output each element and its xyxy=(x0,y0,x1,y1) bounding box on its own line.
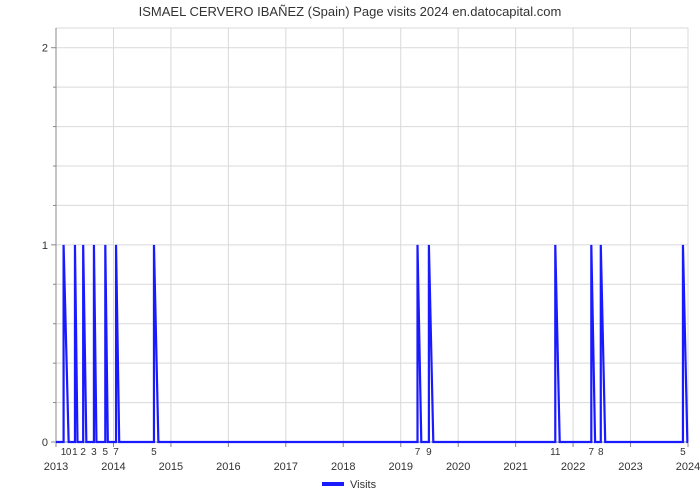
x-point-label: 7 xyxy=(113,447,119,458)
y-tick-label: 0 xyxy=(42,437,48,449)
chart-title: ISMAEL CERVERO IBAÑEZ (Spain) Page visit… xyxy=(139,4,562,19)
x-year-label: 2020 xyxy=(446,461,470,473)
x-point-label: 7 xyxy=(589,447,595,458)
legend-label: Visits xyxy=(350,479,377,491)
legend-swatch xyxy=(322,482,344,486)
y-tick-label: 1 xyxy=(42,240,48,252)
x-point-label: 5 xyxy=(151,447,157,458)
x-year-label: 2013 xyxy=(44,461,68,473)
x-point-label: 5 xyxy=(680,447,686,458)
x-point-label: 7 xyxy=(415,447,421,458)
x-year-label: 2018 xyxy=(331,461,355,473)
x-year-label: 2016 xyxy=(216,461,240,473)
x-point-label: 2 xyxy=(80,447,86,458)
x-year-label: 2022 xyxy=(561,461,585,473)
x-year-label: 2015 xyxy=(159,461,183,473)
x-point-label: 5 xyxy=(103,447,109,458)
x-point-label: 9 xyxy=(426,447,432,458)
x-point-label: 8 xyxy=(598,447,604,458)
visits-chart: ISMAEL CERVERO IBAÑEZ (Spain) Page visit… xyxy=(0,0,700,500)
y-tick-label: 2 xyxy=(42,43,48,55)
x-point-label: 0 xyxy=(66,447,72,458)
x-year-label: 2021 xyxy=(503,461,527,473)
x-point-label: 3 xyxy=(91,447,97,458)
x-year-label: 2019 xyxy=(388,461,412,473)
x-year-label: 2014 xyxy=(101,461,125,473)
x-year-label: 2017 xyxy=(274,461,298,473)
x-point-label: 11 xyxy=(550,447,561,458)
x-year-label: 2024 xyxy=(676,461,700,473)
x-point-label: 1 xyxy=(72,447,78,458)
x-year-label: 2023 xyxy=(618,461,642,473)
